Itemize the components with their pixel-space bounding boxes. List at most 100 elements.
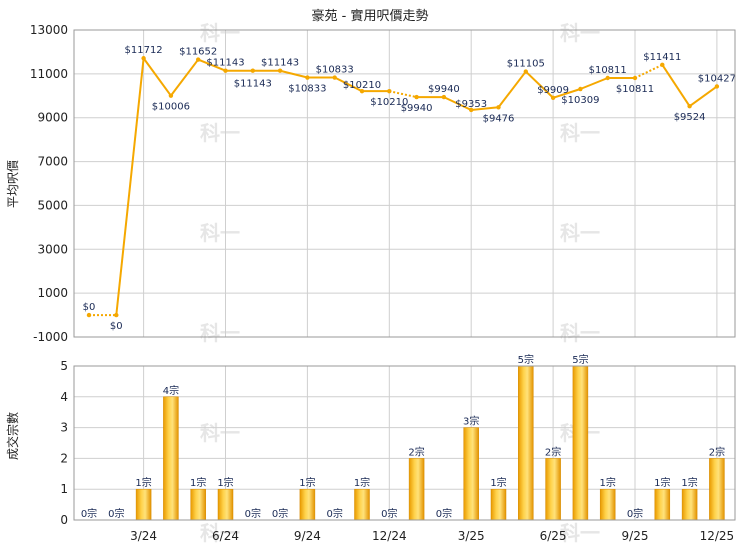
line-segment [170,58,199,97]
bar [408,458,425,521]
line-point [305,75,310,80]
line-point [687,104,692,109]
line-segment [115,58,145,316]
bar-data-label: 5宗 [572,353,588,366]
line-data-label: $10811 [616,84,654,95]
line-point [277,68,283,73]
line-segment [634,63,663,79]
x-tick-label: 3/24 [130,529,157,543]
bar [463,427,479,521]
bar [654,488,671,521]
x-tick-label: 12/25 [700,529,735,543]
bar-data-label: 1宗 [600,476,616,489]
line-point [550,95,556,100]
line-point [523,69,528,74]
svg-text:科一: 科一 [200,221,240,245]
line-segment [525,70,554,99]
bar [217,488,234,521]
line-point [441,94,447,100]
line-segment [689,85,718,108]
svg-text:科一: 科一 [200,121,240,145]
line-segment [552,88,581,99]
svg-text:科一: 科一 [560,121,600,145]
line-data-label: $11712 [125,45,163,56]
line-data-label: $10427 [698,73,736,84]
line-y-tick-label: 9000 [37,111,68,125]
line-data-label: $0 [83,302,96,313]
bar [572,365,589,521]
line-segment [580,77,609,90]
svg-text:科一: 科一 [560,321,600,345]
line-data-label: $11652 [179,47,217,58]
bar [299,488,316,521]
svg-text:科一: 科一 [560,221,600,245]
line-point [714,84,720,89]
bar-data-label: 3宗 [463,415,479,428]
bar-data-label: 0宗 [627,507,643,520]
bar-y-axis-title: 成交宗數 [5,412,20,460]
svg-text:科一: 科一 [200,21,240,45]
bar-y-ticks: 0 1 2 3 4 5 [60,359,68,527]
line-data-label: $9909 [537,85,569,96]
svg-text:科一: 科一 [200,321,240,345]
x-tick-label: 12/24 [372,529,407,543]
bar [681,488,698,521]
line-data-label: $11143 [261,58,299,69]
bar-y-tick-label: 4 [60,390,68,404]
line-segment [389,90,417,99]
line-series [86,56,720,318]
line-segment [197,58,226,72]
bar-plot-frame [73,365,736,521]
line-data-label: $9353 [455,99,487,110]
x-tick-label: 6/25 [540,529,567,543]
line-y-tick-label: 11000 [30,67,68,81]
bar [354,488,370,521]
line-segment [661,64,691,107]
line-segment [279,69,308,79]
bar-y-tick-label: 2 [60,451,68,465]
x-tick-label: 9/25 [622,529,649,543]
line-point [168,93,174,98]
line-y-tick-label: 3000 [37,242,68,256]
bar [163,396,179,521]
bar-data-label: 0宗 [272,507,288,520]
line-point [223,68,228,73]
bar [190,488,206,521]
bar-data-label: 1宗 [135,476,151,489]
bar-data-label: 1宗 [299,476,315,489]
line-data-label: $11105 [507,59,545,70]
bar-data-label: 5宗 [518,353,534,366]
line-data-label: $10811 [589,65,627,76]
line-data-label: $0 [110,321,123,332]
line-data-label: $9940 [401,103,433,114]
bar [709,458,725,521]
svg-text:科一: 科一 [560,521,600,545]
line-segment [142,57,172,97]
line-point [196,57,201,62]
line-y-tick-label: 1000 [37,286,68,300]
bar-series [135,365,725,521]
line-segment [334,76,363,93]
line-point [632,75,638,81]
line-data-label: $10833 [288,84,326,95]
x-tick-label: 6/24 [212,529,239,543]
bar [135,488,152,521]
bar [599,488,616,521]
line-point [469,107,474,113]
bar-y-tick-label: 0 [60,513,68,527]
line-point [250,68,255,73]
line-y-tick-label: 7000 [37,155,68,169]
line-segment [471,106,499,111]
line-y-tick-label: 5000 [37,198,68,212]
line-plot-frame [73,29,736,338]
x-tick-label: 9/24 [294,529,321,543]
bar-y-tick-label: 5 [60,359,68,373]
line-point [387,88,392,94]
bar-data-label: 2宗 [408,445,424,458]
chart-title: 豪苑 - 實用呎價走勢 [312,8,429,24]
line-data-label: $9524 [674,112,706,123]
bar-data-label: 1宗 [490,476,506,489]
bar [518,365,534,521]
line-point [496,105,501,110]
bar-data-label: 0宗 [108,507,124,520]
